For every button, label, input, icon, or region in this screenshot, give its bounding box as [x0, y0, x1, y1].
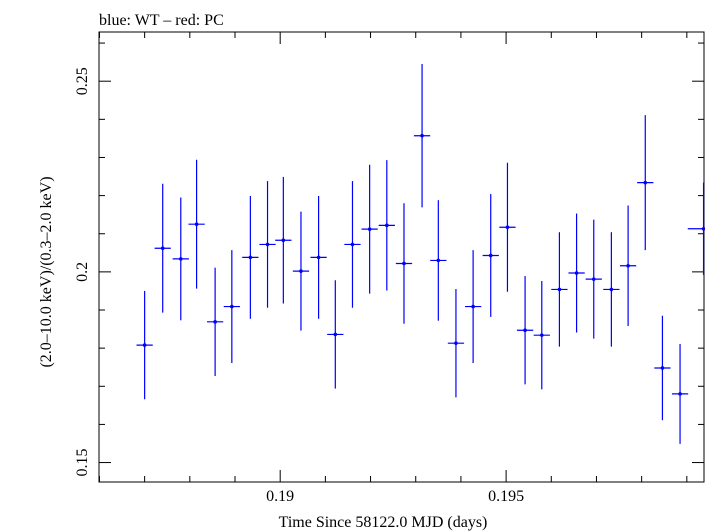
y-tick-label: 0.15	[74, 449, 91, 477]
point-marker	[385, 223, 389, 228]
data-point	[378, 160, 395, 291]
point-marker	[557, 287, 562, 292]
point-marker	[523, 328, 527, 333]
x-axis-label: Time Since 58122.0 MJD (days)	[279, 514, 488, 531]
data-point	[206, 267, 224, 376]
data-point	[603, 232, 620, 347]
point-marker	[454, 341, 458, 345]
plot-frame	[98, 31, 705, 483]
point-marker	[350, 242, 355, 247]
point-marker	[230, 304, 234, 309]
point-marker	[539, 333, 544, 337]
data-point	[413, 64, 431, 208]
point-marker	[701, 226, 705, 231]
data-point	[654, 315, 671, 421]
point-marker	[505, 225, 510, 230]
point-marker	[333, 332, 338, 337]
x-tick-label: 0.195	[488, 488, 524, 505]
point-marker	[402, 261, 406, 266]
data-point	[516, 276, 534, 385]
point-marker	[265, 242, 270, 247]
data-point	[259, 181, 276, 308]
x-tick-label: 0.19	[266, 488, 294, 505]
data-point	[242, 195, 259, 319]
point-marker	[436, 258, 441, 263]
data-point	[361, 164, 378, 294]
point-marker	[248, 255, 253, 260]
data-point	[499, 162, 516, 292]
axis-tick-labels: 0.19 0.195 0.15 0.2 0.25	[74, 67, 524, 505]
y-tick-label: 0.2	[74, 262, 91, 282]
point-marker	[420, 133, 424, 138]
y-tick-label: 0.25	[74, 67, 91, 95]
data-point	[275, 176, 292, 304]
point-marker	[678, 392, 682, 396]
point-marker	[643, 180, 648, 185]
point-marker	[488, 253, 493, 258]
data-point	[482, 194, 499, 317]
data-point	[568, 213, 585, 333]
point-marker	[591, 277, 596, 281]
data-point	[188, 159, 205, 289]
point-marker	[316, 255, 321, 260]
point-marker	[281, 238, 286, 243]
data-point	[327, 280, 344, 389]
data-point	[585, 219, 602, 339]
point-marker	[213, 320, 217, 324]
axis-ticks	[98, 32, 704, 482]
point-marker	[160, 246, 165, 251]
data-point	[395, 203, 413, 324]
data-point	[136, 290, 153, 400]
data-point	[292, 211, 310, 331]
data-point	[447, 289, 465, 398]
point-marker	[574, 271, 579, 275]
y-axis-label: (2.0–10.0 keV)/(0.3–2.0 keV)	[38, 176, 55, 367]
data-point	[551, 232, 568, 347]
data-point	[154, 183, 171, 313]
point-marker	[178, 257, 183, 261]
point-marker	[471, 304, 475, 309]
point-marker	[609, 287, 614, 292]
data-point	[619, 205, 637, 327]
point-marker	[626, 263, 630, 268]
data-point	[637, 115, 654, 251]
point-marker	[142, 343, 147, 347]
data-point	[430, 200, 447, 321]
data-point	[533, 281, 550, 390]
data-point	[464, 250, 482, 364]
point-marker	[367, 227, 372, 231]
point-marker	[299, 269, 303, 273]
data-point	[223, 250, 240, 364]
point-marker	[660, 366, 665, 370]
data-point	[687, 182, 705, 275]
data-point	[671, 343, 689, 444]
data-point	[310, 195, 327, 319]
data-marks	[136, 64, 705, 444]
data-point	[344, 181, 361, 308]
data-point	[172, 197, 189, 321]
chart-title: blue: WT – red: PC	[99, 12, 224, 29]
point-marker	[194, 222, 199, 227]
